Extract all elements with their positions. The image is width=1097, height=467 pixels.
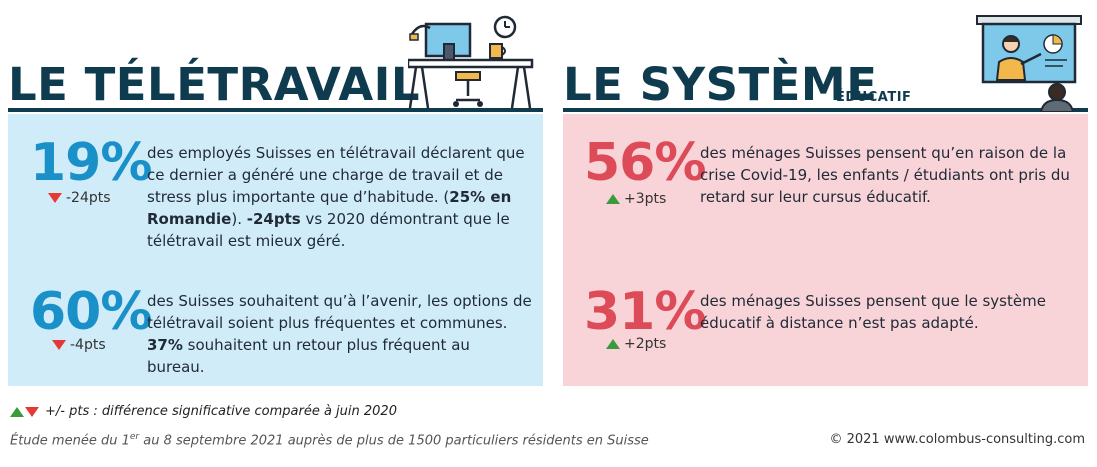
- desc-part: vs 2020 démontrant que le télétravail es…: [147, 210, 510, 250]
- source-suffix: au 8 septembre 2021 auprès de plus de 15…: [139, 433, 649, 449]
- stat-delta: +3pts: [606, 191, 666, 207]
- source-prefix: Étude menée du 1: [10, 433, 130, 449]
- desc-part: souhaitent un retour plus fréquent au bu…: [147, 336, 470, 376]
- down-arrow-icon: [52, 340, 66, 350]
- stat-delta-label: +2pts: [624, 336, 667, 352]
- desc-part: des employés Suisses en télétravail décl…: [147, 144, 525, 206]
- panel-teletravail: [8, 114, 543, 386]
- copyright: © 2021 www.colombus-consulting.com: [829, 432, 1085, 447]
- down-arrow-icon: [25, 406, 39, 417]
- stat-value: 56%: [584, 133, 706, 193]
- desc-part: ).: [231, 210, 247, 228]
- title-rule-left: [8, 108, 543, 112]
- desk-workstation-icon: [408, 15, 534, 109]
- stat-delta: -24pts: [48, 190, 111, 206]
- up-arrow-icon: [606, 339, 620, 349]
- title-teletravail: LE TÉLÉTRAVAIL: [8, 58, 421, 111]
- down-arrow-icon: [48, 193, 62, 203]
- stat-delta: +2pts: [606, 336, 666, 352]
- stat-description: des ménages Suisses pensent que le systè…: [700, 292, 1046, 332]
- title-systeme: LE SYSTÈME: [563, 58, 878, 111]
- source-sup: er: [129, 432, 140, 442]
- desc-emphasis: -24pts: [246, 210, 301, 228]
- stat-delta-label: +3pts: [624, 191, 667, 207]
- teacher-presentation-icon: [976, 15, 1082, 112]
- legend-text: +/- pts : différence significative compa…: [45, 404, 397, 419]
- desc-part: des Suisses souhaitent qu’à l’avenir, le…: [147, 292, 532, 332]
- desc-emphasis: 25% en Romandie: [147, 188, 512, 228]
- stat-description: des Suisses souhaitent qu’à l’avenir, le…: [147, 290, 532, 378]
- stat-description: des employés Suisses en télétravail décl…: [147, 142, 532, 252]
- stat-value: 31%: [584, 282, 706, 342]
- panel-systeme: [563, 114, 1088, 386]
- subtitle-educatif: ÉDUCATIF: [836, 90, 912, 105]
- stat-delta-label: -4pts: [70, 337, 106, 353]
- stat-description: des ménages Suisses pensent qu’en raison…: [700, 144, 1070, 206]
- source-note: Étude menée du 1er au 8 septembre 2021 a…: [10, 432, 649, 448]
- up-arrow-icon: [606, 194, 620, 204]
- stat-value: 19%: [30, 133, 152, 193]
- desc-emphasis: 37%: [147, 336, 183, 354]
- stat-value: 60%: [30, 282, 152, 342]
- stat-delta-label: -24pts: [66, 190, 111, 206]
- up-arrow-icon: [10, 406, 24, 417]
- legend: +/- pts : différence significative compa…: [10, 404, 397, 419]
- title-rule-right: [563, 108, 1088, 112]
- stat-delta: -4pts: [52, 337, 106, 353]
